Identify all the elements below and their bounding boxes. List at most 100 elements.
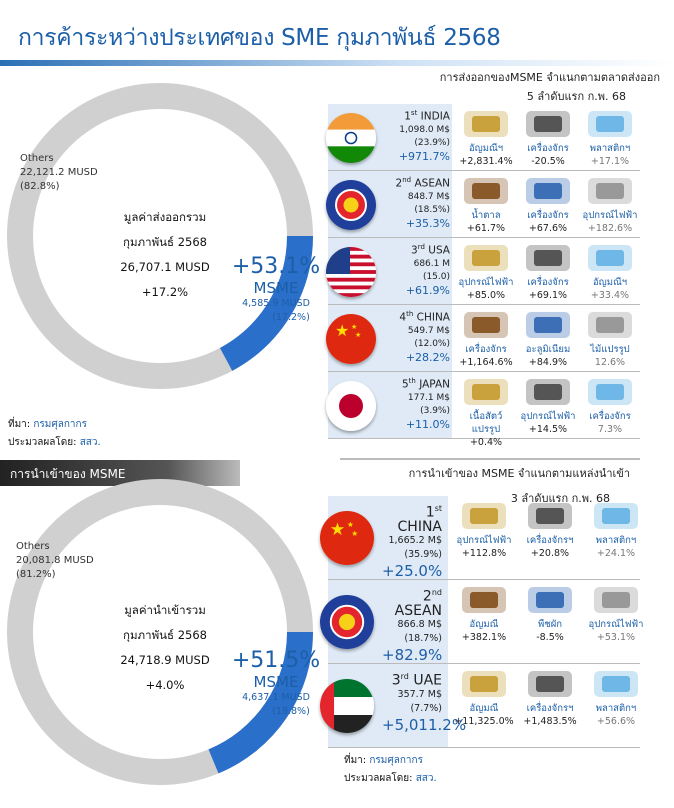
product-icon (528, 671, 572, 697)
product-icon (588, 111, 632, 137)
export-product-name: พลาสติกฯ (589, 143, 631, 154)
export-center-text: มูลค่าส่งออกรวม กุมภาพันธ์ 2568 26,707.1… (90, 205, 240, 305)
export-product-growth: +61.7% (466, 223, 506, 234)
import-product: อุปกรณ์ไฟฟ้า +112.8% (452, 499, 516, 560)
svg-text:★: ★ (347, 520, 354, 529)
import-country-info: 2nd ASEAN 866.8 M$ (18.7%) +82.9% (382, 588, 443, 664)
import-country-info: 1st CHINA 1,665.2 M$ (35.9%) +25.0% (382, 504, 443, 580)
import-divider (340, 458, 640, 460)
export-country-info: 4th CHINA 549.7 M$ (12.0%) +28.2% (378, 308, 450, 364)
export-msme-block: +53.1% MSME 4,585.9 MUSD (17.2%) (226, 254, 326, 325)
export-center-line1: มูลค่าส่งออกรวม (123, 210, 207, 224)
export-panel-title: การส่งออกของMSME จำแนกตามตลาดส่งออก 5 ลำ… (439, 71, 660, 103)
import-product-growth: +56.6% (596, 716, 636, 727)
import-center-line1: มูลค่านำเข้ารวม (124, 603, 206, 617)
export-donut (7, 83, 313, 389)
export-flag-usa (326, 246, 376, 297)
product-icon (528, 503, 572, 529)
export-product: เครื่องจักร -20.5% (518, 107, 578, 168)
export-country-name: 4th CHINA (399, 310, 450, 324)
export-flag-asean (326, 179, 376, 230)
export-product-name: เครื่องจักร (527, 210, 569, 221)
export-country-info: 5th JAPAN 177.1 M$ (3.9%) +11.0% (378, 375, 450, 431)
export-product-growth: +84.9% (528, 357, 568, 368)
import-product-name: พลาสติกฯ (595, 703, 637, 714)
product-icon (588, 379, 632, 405)
import-product-name: พลาสติกฯ (595, 535, 637, 546)
import-msme-pct: (18.8%) (272, 706, 310, 717)
export-product: อุปกรณ์ไฟฟ้า +182.6% (580, 174, 640, 235)
import-section-bar: การนำเข้าของ MSME (0, 460, 240, 486)
export-product-name: อุปกรณ์ไฟฟ้า (582, 210, 638, 221)
export-country-name: 1st INDIA (404, 109, 450, 123)
import-product-name: เครื่องจักรฯ (526, 703, 574, 714)
product-icon (594, 587, 638, 613)
svg-text:★: ★ (351, 529, 358, 538)
import-msme-block: +51.5% MSME 4,637.1 MUSD (18.8%) (226, 648, 326, 719)
import-msme-label: MSME (253, 673, 299, 691)
export-row: 3rd USA 686.1 M (15.0) +61.9% อุปกรณ์ไฟฟ้… (326, 238, 640, 305)
import-product: พลาสติกฯ +56.6% (584, 667, 648, 728)
export-product: อุปกรณ์ไฟฟ้า +85.0% (456, 241, 516, 302)
export-country-name: 3rd USA (411, 243, 450, 257)
import-product-name: เครื่องจักรฯ (526, 535, 574, 546)
product-icon (462, 587, 506, 613)
export-product: ไม้แปรรูป 12.6% (580, 308, 640, 369)
export-product-growth: +69.1% (528, 290, 568, 301)
product-icon (464, 111, 508, 137)
export-center-line4: +17.2% (141, 285, 189, 299)
import-country-info: 3rd UAE 357.7 M$ (7.7%) +5,011.2% (382, 672, 467, 734)
import-product-growth: +11,325.0% (454, 716, 514, 727)
product-icon (464, 178, 508, 204)
product-icon (526, 178, 570, 204)
import-donut (7, 479, 313, 785)
import-product: พลาสติกฯ +24.1% (584, 499, 648, 560)
import-product-growth: +20.8% (530, 548, 570, 559)
svg-text:★: ★ (330, 520, 345, 540)
import-msme-value: 4,637.1 MUSD (242, 692, 310, 703)
product-icon (594, 671, 638, 697)
export-product-growth: -20.5% (531, 156, 565, 167)
export-product-name: เครื่องจักร (527, 277, 569, 288)
import-row: 3rd UAE 357.7 M$ (7.7%) +5,011.2% อัญมณี … (320, 664, 640, 748)
import-center-line3: 24,718.9 MUSD (120, 653, 210, 667)
import-country-name: 2nd ASEAN (394, 588, 442, 619)
import-product-name: อัญมณี (469, 703, 499, 714)
export-flag-india (326, 112, 376, 163)
export-product: อัญมณีฯ +33.4% (580, 241, 640, 302)
page-title: การค้าระหว่างประเทศของ SME กุมภาพันธ์ 25… (18, 25, 501, 51)
import-product-growth: +1,483.5% (523, 716, 577, 727)
export-product-name: เครื่องจักร (527, 143, 569, 154)
export-country-info: 1st INDIA 1,098.0 M$ (23.9%) +971.7% (378, 107, 450, 163)
import-product-growth: +24.1% (596, 548, 636, 559)
export-product-growth: 12.6% (594, 357, 626, 368)
import-product-name: พืชผัก (537, 619, 563, 630)
import-row: 2nd ASEAN 866.8 M$ (18.7%) +82.9% อัญมณี … (320, 580, 643, 664)
export-product: น้ำตาล +61.7% (456, 174, 516, 235)
export-footnote: ที่มา: กรมศุลกากร ประมวลผลโดย: สสว. (8, 419, 101, 448)
product-icon (464, 379, 508, 405)
import-country-name: 1st CHINA (397, 504, 442, 535)
export-product: พลาสติกฯ +17.1% (580, 107, 640, 168)
import-product-growth: -8.5% (536, 632, 564, 643)
svg-text:★: ★ (355, 331, 361, 339)
import-msme-growth: +51.5% (231, 648, 321, 673)
import-product-name: อุปกรณ์ไฟฟ้า (456, 535, 512, 546)
import-footnote: ที่มา: กรมศุลกากร ประมวลผลโดย: สสว. (344, 755, 437, 784)
export-msme-label: MSME (253, 279, 299, 297)
export-product-growth: +85.0% (466, 290, 506, 301)
export-product-name: เครื่องจักร (589, 411, 631, 422)
export-product-growth: +0.4% (469, 437, 503, 448)
export-product-name: เนื้อสัตว์แปรรูป (469, 411, 503, 435)
export-product: อุปกรณ์ไฟฟ้า +14.5% (518, 375, 578, 436)
export-product-name: อุปกรณ์ไฟฟ้า (458, 277, 514, 288)
product-icon (526, 245, 570, 271)
import-flag-china: ★ ★ ★ (320, 511, 374, 565)
export-product-growth: +17.1% (590, 156, 630, 167)
export-row: 5th JAPAN 177.1 M$ (3.9%) +11.0% เนื้อสัต… (326, 372, 640, 448)
import-center-line2: กุมภาพันธ์ 2568 (123, 628, 207, 642)
export-product: เครื่องจักร +1,164.6% (456, 308, 516, 369)
import-flag-uae (320, 679, 374, 733)
export-product-name: น้ำตาล (471, 210, 501, 221)
export-flag-china: ★ ★ ★ (326, 313, 376, 364)
